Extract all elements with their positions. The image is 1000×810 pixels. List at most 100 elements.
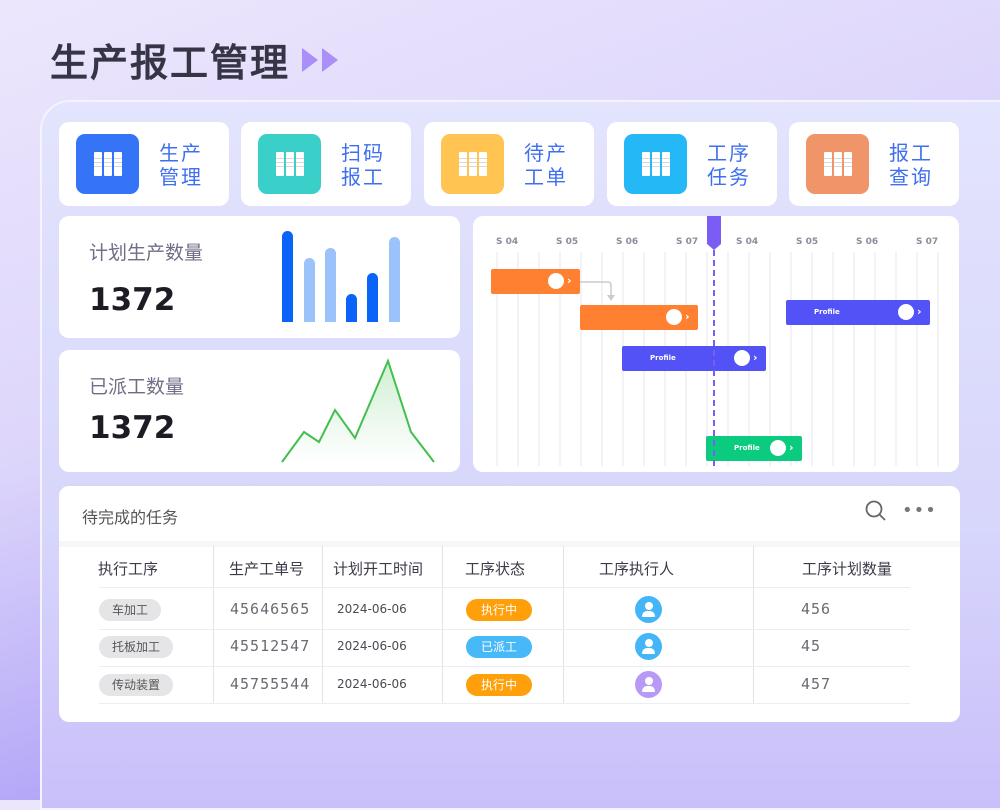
dispatched-quantity-card: 已派工数量 1372 (59, 350, 460, 472)
order-number: 45755544 (230, 675, 311, 693)
line-sparkline (281, 358, 435, 463)
column-header: 生产工单号 (229, 560, 305, 578)
column-header: 工序计划数量 (802, 560, 893, 578)
books-icon (624, 134, 687, 194)
avatar (666, 309, 682, 325)
chevron-right-icon[interactable]: › (753, 351, 758, 364)
books-icon (806, 134, 869, 194)
grid-line (496, 252, 498, 466)
grid-line (538, 252, 540, 466)
search-icon[interactable] (864, 499, 888, 523)
nav-card-1[interactable]: 扫码报工 (241, 122, 411, 206)
nav-card-2[interactable]: 待产工单 (424, 122, 594, 206)
user-avatar-icon[interactable] (635, 596, 662, 623)
gantt-column-label: S 07 (916, 237, 939, 247)
grid-line (937, 252, 939, 466)
spark-bar (282, 231, 293, 322)
column-header: 工序状态 (465, 560, 526, 578)
stat-value: 1372 (89, 282, 176, 318)
grid-line (853, 252, 855, 466)
more-icon[interactable]: ••• (902, 500, 937, 521)
tasks-title: 待完成的任务 (82, 508, 179, 527)
nav-label: 待产工单 (524, 141, 568, 189)
spark-bar (367, 273, 378, 322)
start-date: 2024-06-06 (337, 677, 407, 691)
gantt-column-label: S 07 (676, 237, 699, 247)
avatar (548, 273, 564, 289)
grid-line (580, 252, 582, 466)
column-divider (753, 546, 754, 703)
row-divider (99, 703, 910, 704)
play-icon (302, 48, 318, 72)
gantt-bar[interactable]: Profile › (786, 300, 930, 325)
chevron-right-icon[interactable]: › (917, 305, 922, 318)
order-number: 45512547 (230, 637, 311, 655)
grid-line (895, 252, 897, 466)
gantt-bar[interactable]: › (491, 269, 580, 294)
spark-bar (304, 258, 315, 322)
gantt-bar[interactable]: › (580, 305, 698, 330)
grid-line (874, 252, 876, 466)
status-badge: 执行中 (466, 674, 532, 696)
column-divider (442, 546, 443, 703)
planned-quantity: 457 (801, 675, 832, 693)
grid-line (790, 252, 792, 466)
avatar (734, 350, 750, 366)
grid-line (916, 252, 918, 466)
spark-bar (325, 248, 336, 322)
process-chip: 车加工 (99, 599, 162, 621)
grid-line (769, 252, 771, 466)
nav-card-0[interactable]: 生产管理 (59, 122, 229, 206)
gantt-bar-label: Profile (650, 354, 676, 362)
grid-line (601, 252, 603, 466)
avatar (898, 304, 914, 320)
nav-label: 工序任务 (707, 141, 751, 189)
gantt-bar-label: Profile (814, 308, 840, 316)
stat-label: 已派工数量 (89, 376, 185, 398)
column-header: 工序执行人 (599, 560, 675, 578)
nav-card-4[interactable]: 报工查询 (789, 122, 959, 206)
user-avatar-icon[interactable] (635, 633, 662, 660)
chevron-right-icon[interactable]: › (685, 310, 690, 323)
gantt-column-label: S 04 (736, 237, 759, 247)
nav-label: 扫码报工 (341, 141, 385, 189)
planned-quantity: 456 (801, 600, 832, 618)
books-icon (258, 134, 321, 194)
start-date: 2024-06-06 (337, 639, 407, 653)
grid-line (811, 252, 813, 466)
row-divider (99, 629, 910, 630)
row-divider (99, 587, 910, 588)
nav-card-3[interactable]: 工序任务 (607, 122, 777, 206)
chevron-right-icon[interactable]: › (789, 441, 794, 454)
nav-label: 报工查询 (889, 141, 933, 189)
gantt-bar[interactable]: Profile › (622, 346, 766, 371)
spark-bar (346, 294, 357, 322)
gantt-column-label: S 06 (856, 237, 879, 247)
divider (59, 541, 960, 547)
row-divider (99, 666, 910, 667)
spark-bar (389, 237, 400, 322)
gantt-bar[interactable]: Profile › (706, 436, 802, 461)
planned-quantity: 45 (801, 637, 822, 655)
chevron-right-icon[interactable]: › (567, 274, 572, 287)
order-number: 45646565 (230, 600, 311, 618)
books-icon (76, 134, 139, 194)
user-avatar-icon[interactable] (635, 671, 662, 698)
dependency-arrow (580, 281, 615, 301)
gantt-column-label: S 04 (496, 237, 519, 247)
nav-label: 生产管理 (159, 141, 203, 189)
grid-line (517, 252, 519, 466)
grid-line (559, 252, 561, 466)
today-line (713, 250, 715, 466)
gantt-bar-label: Profile (734, 444, 760, 452)
gantt-column-label: S 06 (616, 237, 639, 247)
today-marker[interactable] (707, 216, 721, 251)
page-title: 生产报工管理 (50, 41, 291, 85)
spark-line (281, 358, 435, 463)
books-icon (441, 134, 504, 194)
gantt-column-label: S 05 (556, 237, 579, 247)
gantt-chart: S 04 S 05 S 06 S 07 S 04 S 05 S 06 S 07 › › Pro… (473, 216, 959, 472)
column-divider (563, 546, 564, 703)
process-chip: 传动装置 (99, 674, 174, 696)
area-fill (282, 361, 434, 462)
